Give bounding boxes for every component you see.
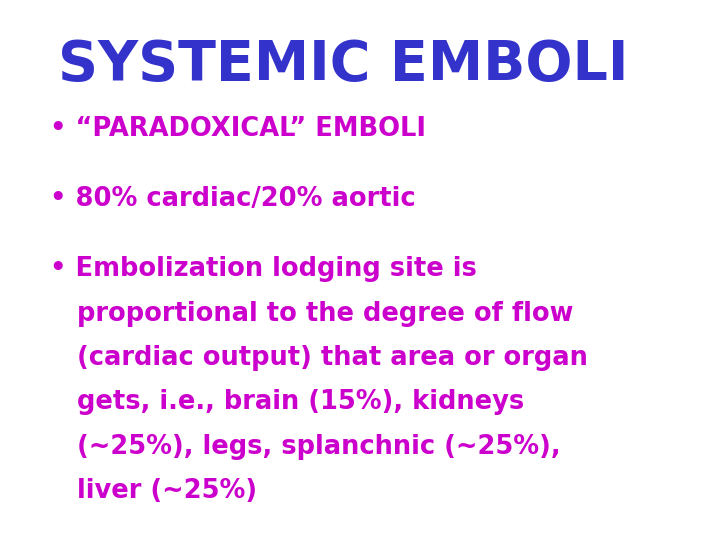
Text: (~25%), legs, splanchnic (~25%),: (~25%), legs, splanchnic (~25%),	[50, 434, 561, 460]
Text: gets, i.e., brain (15%), kidneys: gets, i.e., brain (15%), kidneys	[50, 389, 525, 415]
Text: • “PARADOXICAL” EMBOLI: • “PARADOXICAL” EMBOLI	[50, 116, 426, 142]
Text: SYSTEMIC EMBOLI: SYSTEMIC EMBOLI	[58, 38, 628, 92]
Text: • 80% cardiac/20% aortic: • 80% cardiac/20% aortic	[50, 186, 416, 212]
Text: liver (~25%): liver (~25%)	[50, 478, 258, 504]
Text: (cardiac output) that area or organ: (cardiac output) that area or organ	[50, 345, 588, 371]
Text: proportional to the degree of flow: proportional to the degree of flow	[50, 301, 574, 327]
Text: • Embolization lodging site is: • Embolization lodging site is	[50, 256, 477, 282]
